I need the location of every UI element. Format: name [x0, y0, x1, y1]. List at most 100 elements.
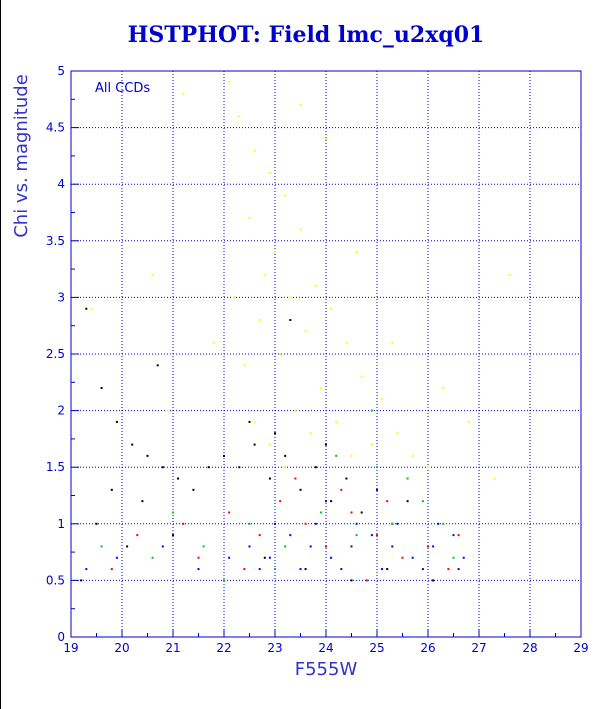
data-point [442, 522, 445, 525]
data-point [309, 545, 312, 548]
data-point [411, 556, 414, 559]
data-point [396, 522, 399, 525]
data-point [350, 511, 353, 514]
data-point [508, 273, 511, 276]
data-point [330, 500, 333, 503]
data-point [370, 534, 373, 537]
x-tick-label: 19 [63, 641, 78, 655]
data-point [248, 217, 251, 220]
data-point [248, 545, 251, 548]
data-point [396, 432, 399, 435]
data-point [350, 545, 353, 548]
data-point [406, 500, 409, 503]
data-point [136, 534, 139, 537]
data-point [110, 488, 113, 491]
data-point [304, 522, 307, 525]
y-tick-label: 4.5 [46, 121, 65, 135]
data-point [274, 522, 276, 525]
data-point [202, 545, 205, 548]
all-ccds-label: All CCDs [95, 81, 150, 96]
data-point [345, 341, 348, 344]
data-point [258, 534, 261, 537]
data-point [447, 568, 450, 571]
y-tick-label: 3.5 [46, 234, 65, 248]
data-point [223, 579, 225, 582]
data-point [427, 545, 429, 548]
data-point [335, 420, 338, 423]
data-point [268, 443, 271, 446]
data-point [253, 420, 256, 423]
data-point [325, 500, 327, 503]
data-point [279, 500, 282, 503]
data-point [432, 545, 435, 548]
data-point [493, 477, 496, 480]
data-point [141, 500, 144, 503]
data-point [325, 137, 327, 140]
data-point [294, 477, 297, 480]
y-tick-label: 0.5 [46, 573, 65, 587]
data-point [467, 420, 470, 423]
data-point [289, 319, 292, 322]
data-point [381, 398, 384, 401]
data-point [192, 488, 195, 491]
data-point [432, 579, 435, 582]
data-point [376, 466, 378, 469]
axis-ticks: 19 20 21 22 23 24 25 26 27 28 29 0 0.5 1 1.5 2 2.5 3 3.5 4 4… [46, 64, 589, 655]
data-point [365, 579, 368, 582]
x-tick-label: 20 [114, 641, 129, 655]
data-point [274, 568, 276, 571]
data-point [223, 454, 225, 457]
x-tick-label: 24 [318, 641, 333, 655]
data-point [452, 556, 455, 559]
data-point [228, 511, 231, 514]
data-point [274, 432, 276, 435]
data-point [172, 534, 174, 537]
data-point [268, 556, 271, 559]
data-point [304, 330, 307, 333]
data-point [253, 149, 256, 152]
chart-title: HSTPHOT: Field lmc_u2xq01 [127, 22, 485, 48]
data-point [197, 568, 200, 571]
data-point [345, 477, 348, 480]
data-point [268, 477, 271, 480]
x-tick-label: 21 [165, 641, 180, 655]
y-axis-title: Chi vs. magnitude [11, 74, 32, 238]
data-point [151, 273, 154, 276]
data-point [284, 466, 287, 469]
x-tick-label: 26 [420, 641, 435, 655]
data-point [263, 273, 266, 276]
data-point [228, 81, 231, 84]
data-point [325, 545, 327, 548]
data-point [115, 420, 118, 423]
data-point [110, 568, 113, 571]
data-point [289, 534, 292, 537]
data-point [386, 500, 389, 503]
data-point [391, 341, 394, 344]
data-point [126, 545, 129, 548]
x-tick-label: 27 [471, 641, 486, 655]
data-point [131, 443, 134, 446]
data-point [294, 409, 297, 412]
data-point [355, 534, 358, 537]
data-point [386, 568, 389, 571]
y-tick-label: 4 [57, 177, 65, 191]
data-point [335, 454, 338, 457]
data-point [146, 454, 149, 457]
data-point [95, 522, 98, 525]
data-point [376, 488, 378, 491]
data-point [376, 534, 378, 537]
data-point [166, 409, 169, 412]
window-left-edge [0, 0, 1, 709]
data-point [360, 511, 363, 514]
data-point [90, 307, 93, 310]
data-point [268, 171, 271, 174]
data-point [258, 319, 261, 322]
y-tick-label: 3 [57, 290, 65, 304]
data-point [100, 545, 103, 548]
data-point [85, 307, 88, 310]
data-point [309, 432, 312, 435]
data-point [457, 534, 460, 537]
data-point [314, 466, 317, 469]
data-point [263, 556, 266, 559]
data-points [80, 81, 511, 582]
